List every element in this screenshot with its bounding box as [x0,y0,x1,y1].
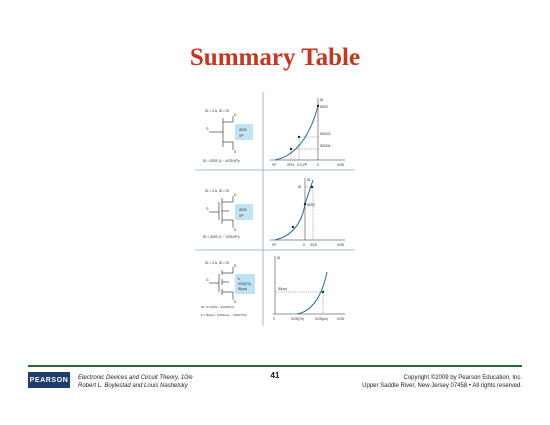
panel2-mosfet-symbol [209,196,234,228]
panel2-y-tick-idss: IDSS [307,203,315,207]
panel1-y-tick-idss-half: IDSS/2 [320,132,331,136]
panel2-box-idss: IDSS [239,208,247,212]
panel1-point-half [297,135,301,139]
panel3-x-tick-vgson: VGS(on) [315,317,328,321]
panel2-guides [305,186,314,240]
panel2-terminal-d: D [234,193,237,197]
panel3-terminal-s: S [234,300,237,304]
panel3-x-tick-zero: 0 [273,317,275,321]
panel1-terminal-s: S [234,150,237,154]
panel1-y-tick-idss-quarter: IDSS/4 [320,144,331,148]
page-number: 41 [270,371,280,380]
panel1-y-axis-label: ID [320,98,324,102]
panel1-x-axis-label: VGS [337,163,345,167]
book-info: Electronic Devices and Circuit Theory, 1… [78,374,193,390]
panel1-x-tick-zero: 0 [317,163,319,167]
panel3-transfer-curve [296,271,328,315]
panel3-box-vgsth: VGS(Th) [238,282,251,286]
panel2-point-idss [303,202,307,206]
panel3-box-idon: ID(on) [238,287,247,291]
panel1-x-tick-vp-half: VP/2 [287,163,294,167]
panel3-mosfet-symbol [209,267,234,300]
book-title: Electronic Devices and Circuit Theory, 1… [78,375,193,381]
footer-rule [28,365,522,367]
panel1-terminal-d: D [234,113,237,117]
panel1-x-tick-03vp: 0.3 VP [297,163,308,167]
panel3-x-tick-vgsth: VGS(Th) [291,317,304,321]
panel2-equation: ID = IDSS (1 − VGS/VP)² [203,235,241,239]
panel3-x-axis-label: VGS [337,317,345,321]
panel2-terminal-g: G [206,207,209,211]
panel2-x-tick-zero: 0 [303,243,305,247]
panel2-point-top [310,185,314,189]
panel1-guides [290,136,318,160]
panel2-x-tick-vp: VP [272,243,277,247]
panel1-box-idss: IDSS [239,128,247,132]
panel3-terminal-d: D [234,264,237,268]
publisher-logo: PEARSON [28,372,70,388]
panel2-y-tick-id: ID [298,185,302,189]
panel1-jfet-symbol [209,116,234,150]
panel2-axes [270,178,345,241]
panel2-terminal-s: S [234,228,237,232]
panel3-y-axis-label: ID [277,256,281,260]
panel2-param-box [235,204,253,220]
panel1-point-idss [316,104,320,108]
panel3-axes [273,256,345,315]
panel1-param-box [235,124,253,140]
panel1-y-tick-idss: IDSS [320,105,328,109]
panel3-conditions: IG = 0 A, ID = IS [205,261,230,265]
panel2-transfer-curve [274,179,314,241]
panel1-box-vp: VP [239,134,244,138]
panel2-box-vp: VP [239,214,244,218]
panel3-param-box [235,274,255,294]
panel2-x-axis-label: VGS [337,243,345,247]
panel3-equation-1: ID = k (VGS − VGS(Th))² [201,305,234,309]
panel2-y-axis-label: ID [307,178,311,182]
panel2-point-low [291,225,295,229]
panel3-point-on [321,290,325,294]
copyright-info: Copyright ©2009 by Pearson Education, In… [362,374,522,390]
copyright-line: Copyright ©2009 by Pearson Education, In… [403,375,523,381]
panel1-transfer-curve [274,105,319,161]
panel1-axes [270,98,345,161]
panel1-equation: ID = IDSS (1 − VGS/VP)² [203,159,241,163]
rights-line: Upper Saddle River, New Jersey 07458 • A… [362,383,522,389]
panel3-terminal-g: G [206,278,209,282]
panel3-y-tick-idon: ID(on) [278,287,287,291]
slide-title: Summary Table [189,44,361,71]
panel1-point-quarter [289,147,293,151]
panel1-x-tick-vp: VP [272,163,277,167]
book-authors: Robert L. Boylestad and Louis Nashelsky [78,383,188,389]
panel2-x-tick-vgs1: VGS [310,243,318,247]
panel3-guides [275,291,324,314]
panel1-conditions: IG = 0 A, ID = IS [205,109,230,113]
panel1-terminal-g: G [206,127,209,131]
panel3-box-k: k [238,277,240,281]
panel2-conditions: IG = 0 A, ID = IS [205,189,230,193]
panel3-equation-2: k = ID(on) / (VGS(on) − VGS(Th))² [201,313,247,317]
summary-table-figure: IG = 0 A, ID = IS D G S IDSS VP ID = IDS… [195,92,355,326]
